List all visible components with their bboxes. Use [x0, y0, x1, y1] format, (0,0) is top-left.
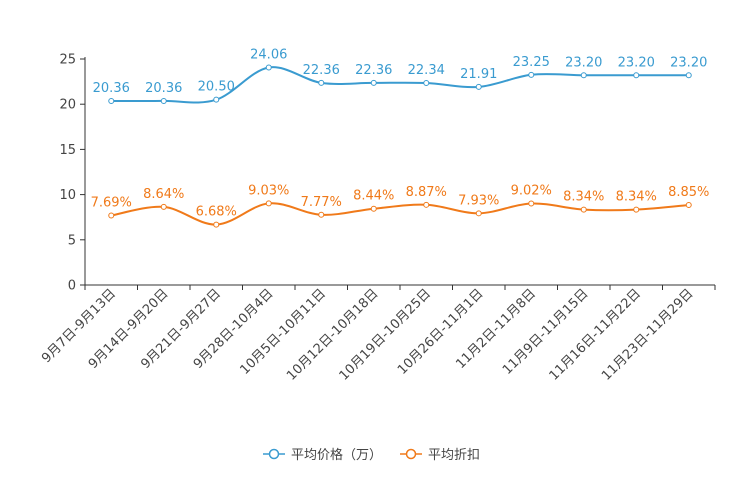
- data-point[interactable]: [370, 205, 377, 212]
- data-label: 23.20: [565, 55, 602, 70]
- data-label: 22.36: [355, 63, 392, 78]
- data-label: 22.34: [408, 63, 445, 78]
- data-label: 8.34%: [616, 190, 657, 205]
- data-point[interactable]: [423, 80, 430, 87]
- data-label: 20.36: [93, 81, 130, 96]
- data-label: 8.34%: [563, 190, 604, 205]
- data-point[interactable]: [580, 206, 587, 213]
- data-label: 23.20: [618, 55, 655, 70]
- data-label: 9.02%: [511, 183, 552, 198]
- data-label: 24.06: [250, 47, 287, 62]
- data-label: 21.91: [460, 67, 497, 82]
- data-label: 23.25: [513, 55, 550, 70]
- y-tick-label: 0: [68, 279, 76, 294]
- data-label: 8.64%: [143, 187, 184, 202]
- series-line-1: [111, 202, 689, 226]
- data-point[interactable]: [633, 206, 640, 213]
- y-tick-label: 15: [59, 143, 76, 158]
- data-point[interactable]: [633, 72, 640, 79]
- legend-marker-1[interactable]: [405, 448, 417, 460]
- data-point[interactable]: [580, 72, 587, 79]
- data-point[interactable]: [318, 211, 325, 218]
- data-label: 22.36: [303, 63, 340, 78]
- data-point[interactable]: [475, 83, 482, 90]
- data-point[interactable]: [265, 200, 272, 207]
- data-point[interactable]: [160, 203, 167, 210]
- data-label: 8.44%: [353, 189, 394, 204]
- data-point[interactable]: [685, 72, 692, 79]
- x-tick-label: 10月19日-10月25日: [337, 286, 434, 383]
- y-tick-label: 10: [59, 188, 76, 203]
- data-point[interactable]: [108, 97, 115, 104]
- data-label: 20.50: [198, 80, 235, 95]
- data-label: 23.20: [670, 55, 707, 70]
- data-point[interactable]: [423, 201, 430, 208]
- data-label: 20.36: [145, 81, 182, 96]
- data-label: 8.85%: [668, 185, 709, 200]
- y-tick-label: 5: [68, 233, 76, 248]
- data-point[interactable]: [370, 79, 377, 86]
- data-point[interactable]: [528, 71, 535, 78]
- data-point[interactable]: [318, 79, 325, 86]
- data-point[interactable]: [265, 64, 272, 71]
- data-point[interactable]: [685, 201, 692, 208]
- y-tick-label: 25: [59, 53, 76, 68]
- data-point[interactable]: [108, 212, 115, 219]
- data-label: 7.69%: [91, 195, 132, 210]
- data-label: 7.77%: [301, 195, 342, 210]
- legend-label[interactable]: 平均价格（万）: [291, 447, 382, 463]
- data-label: 8.87%: [406, 185, 447, 200]
- legend-marker-0[interactable]: [268, 448, 280, 460]
- data-point[interactable]: [160, 97, 167, 104]
- data-label: 7.93%: [458, 193, 499, 208]
- x-tick-label: 10月12日-10月18日: [284, 286, 381, 383]
- data-point[interactable]: [213, 96, 220, 103]
- data-label: 6.68%: [196, 205, 237, 220]
- series-line-0: [111, 66, 689, 104]
- y-tick-label: 20: [59, 98, 76, 113]
- legend-label[interactable]: 平均折扣: [428, 448, 480, 463]
- data-label: 9.03%: [248, 183, 289, 198]
- data-point[interactable]: [475, 210, 482, 217]
- data-point[interactable]: [528, 200, 535, 207]
- data-point[interactable]: [213, 221, 220, 228]
- x-tick-label: 11月16日-11月22日: [547, 286, 644, 383]
- x-tick-label: 11月23日-11月29日: [599, 286, 696, 383]
